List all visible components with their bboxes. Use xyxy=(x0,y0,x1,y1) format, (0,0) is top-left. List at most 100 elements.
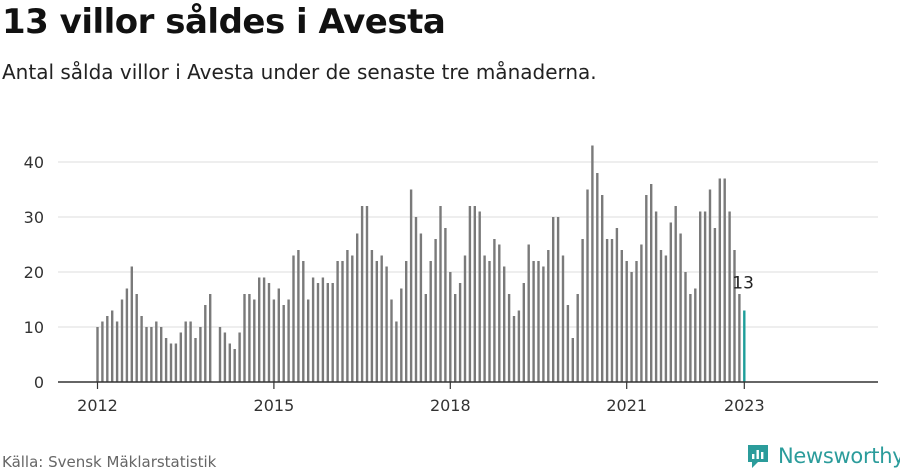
axes: 0 10 20 30 40 13 2012 2015 2018 2021 2023 xyxy=(24,153,878,415)
x-tick-label: 2015 xyxy=(254,396,295,415)
bar xyxy=(488,261,491,382)
bar xyxy=(169,343,173,382)
bar xyxy=(463,255,467,382)
bar xyxy=(311,277,315,382)
bar xyxy=(664,255,668,382)
bar xyxy=(630,272,633,382)
bar xyxy=(483,255,486,382)
bar xyxy=(277,288,280,382)
bar xyxy=(164,338,168,382)
bar xyxy=(218,327,222,382)
bar xyxy=(336,261,339,382)
bar xyxy=(605,239,609,382)
bar xyxy=(708,189,712,382)
bar xyxy=(586,189,589,382)
bar xyxy=(571,338,574,382)
bar xyxy=(331,283,334,382)
bar xyxy=(292,255,295,382)
bar xyxy=(718,178,721,382)
bar xyxy=(316,283,320,382)
bar xyxy=(150,327,153,382)
bar xyxy=(302,261,305,382)
bar xyxy=(228,343,231,382)
source-note: Källa: Svensk Mäklarstatistik xyxy=(2,453,217,471)
bar xyxy=(253,299,256,382)
newsworthy-brand[interactable]: Newsworthy xyxy=(746,443,900,469)
bar xyxy=(135,294,138,382)
bar xyxy=(385,266,388,382)
bar xyxy=(160,327,163,382)
bar xyxy=(689,294,692,382)
bar xyxy=(620,250,623,382)
bar xyxy=(723,178,726,382)
bar xyxy=(125,288,129,382)
bar xyxy=(728,211,731,382)
x-tick-label: 2012 xyxy=(77,396,118,415)
bar xyxy=(713,228,717,382)
bar xyxy=(155,321,158,382)
bar xyxy=(439,206,442,382)
bar xyxy=(537,261,540,382)
y-tick-label: 20 xyxy=(24,263,44,282)
bar xyxy=(645,195,648,382)
bar xyxy=(297,250,300,382)
y-tick-label: 0 xyxy=(34,373,44,392)
bar-latest xyxy=(743,310,746,382)
bar xyxy=(659,250,663,382)
bar xyxy=(258,277,261,382)
bar xyxy=(209,294,212,382)
bar xyxy=(468,206,472,382)
bar xyxy=(517,310,521,382)
bar xyxy=(601,195,604,382)
bar xyxy=(233,349,236,382)
bar xyxy=(527,244,530,382)
bar xyxy=(184,321,187,382)
bar xyxy=(542,266,545,382)
chart-subtitle: Antal sålda villor i Avesta under de sen… xyxy=(2,60,597,84)
y-tick-label: 30 xyxy=(24,208,44,227)
bar xyxy=(307,299,310,382)
bar xyxy=(101,321,104,382)
x-tick-label: 2023 xyxy=(724,396,765,415)
bar xyxy=(375,261,378,382)
bar xyxy=(248,294,251,382)
bar xyxy=(738,294,741,382)
bar xyxy=(669,222,672,382)
bar xyxy=(351,255,354,382)
newsworthy-logo-icon xyxy=(748,445,768,468)
bar xyxy=(419,233,423,382)
bar xyxy=(576,294,579,382)
bar xyxy=(679,233,682,382)
bar xyxy=(478,211,481,382)
bar xyxy=(625,261,628,382)
bar xyxy=(405,261,408,382)
bar xyxy=(390,299,393,382)
bar xyxy=(694,288,697,382)
bar xyxy=(507,294,511,382)
bar xyxy=(272,299,276,382)
bar xyxy=(547,250,550,382)
bar xyxy=(615,228,619,382)
bar xyxy=(635,261,638,382)
bar xyxy=(581,239,584,382)
bar xyxy=(365,206,369,382)
bar xyxy=(699,211,702,382)
bar xyxy=(640,244,643,382)
bar xyxy=(130,266,133,382)
bar xyxy=(473,206,476,382)
bar xyxy=(684,272,687,382)
bar xyxy=(115,321,119,382)
bar xyxy=(321,277,325,382)
bar xyxy=(267,283,271,382)
bar xyxy=(370,250,374,382)
bar xyxy=(458,283,462,382)
bar xyxy=(596,173,599,382)
y-tick-label: 40 xyxy=(24,153,44,172)
bar xyxy=(111,310,114,382)
bar xyxy=(356,233,359,382)
brand-name: Newsworthy xyxy=(778,444,900,468)
chart-title: 13 villor såldes i Avesta xyxy=(2,2,446,42)
bar xyxy=(414,217,418,382)
bar xyxy=(424,294,427,382)
